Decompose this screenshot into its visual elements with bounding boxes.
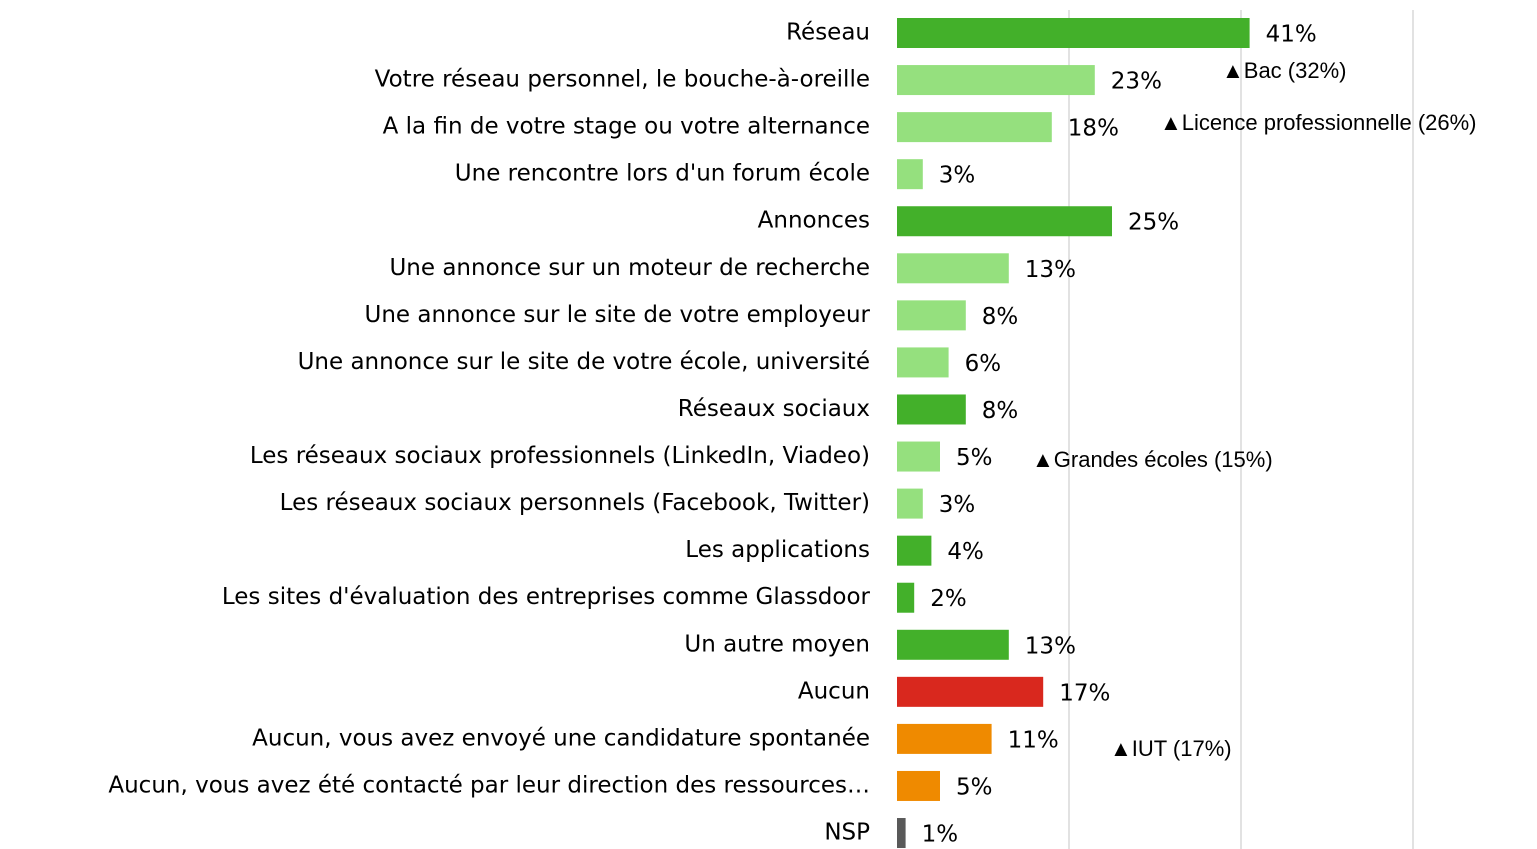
bar (897, 18, 1250, 48)
annotation: ▲Bac (32%) (1222, 58, 1346, 83)
value-label: 25% (1128, 210, 1179, 236)
value-label: 5% (956, 774, 993, 800)
value-label: 1% (922, 822, 959, 848)
bar (897, 394, 966, 425)
bar (897, 770, 940, 801)
bar (897, 253, 1009, 284)
category-label: Les réseaux sociaux personnels (Facebook… (280, 490, 870, 516)
value-label: 4% (947, 539, 984, 565)
bar (897, 112, 1052, 143)
value-label: 17% (1059, 680, 1110, 706)
bar (897, 676, 1044, 707)
category-label: Réseau (786, 20, 870, 46)
bar (897, 535, 932, 566)
value-label: 8% (982, 304, 1019, 330)
category-label: Réseaux sociaux (678, 396, 870, 422)
category-label: A la fin de votre stage ou votre alterna… (383, 114, 870, 140)
category-label: Aucun, vous avez été contacté par leur d… (108, 772, 870, 798)
category-label: Une rencontre lors d'un forum école (455, 161, 870, 187)
category-label: Votre réseau personnel, le bouche-à-orei… (375, 67, 870, 93)
value-label: 8% (982, 398, 1019, 424)
category-label: Aucun (798, 678, 870, 704)
value-label: 3% (939, 163, 976, 189)
category-label: Une annonce sur un moteur de recherche (389, 255, 870, 281)
bar (897, 347, 949, 378)
annotation: ▲Grandes écoles (15%) (1032, 447, 1273, 472)
bar (897, 206, 1112, 237)
value-label: 2% (930, 586, 967, 612)
category-label: NSP (824, 820, 870, 846)
bar (897, 441, 940, 472)
bar (897, 818, 906, 849)
bar (897, 65, 1095, 96)
value-label: 41% (1266, 22, 1317, 48)
value-label: 13% (1025, 257, 1076, 283)
category-label: Un autre moyen (684, 631, 870, 657)
annotation: ▲Licence professionnelle (26%) (1160, 110, 1477, 135)
value-label: 13% (1025, 633, 1076, 659)
bar (897, 582, 915, 613)
bar (897, 159, 923, 190)
bar (897, 488, 923, 519)
value-label: 23% (1111, 69, 1162, 95)
value-label: 18% (1068, 116, 1119, 142)
category-label: Les réseaux sociaux professionnels (Link… (250, 443, 870, 469)
bar (897, 723, 992, 754)
category-label: Aucun, vous avez envoyé une candidature … (252, 725, 870, 751)
bar (897, 629, 1009, 660)
category-label: Les sites d'évaluation des entreprises c… (222, 584, 871, 610)
value-label: 6% (965, 351, 1002, 377)
value-label: 5% (956, 445, 993, 471)
value-label: 11% (1008, 727, 1059, 753)
annotation: ▲IUT (17%) (1110, 736, 1232, 761)
category-label: Une annonce sur le site de votre école, … (298, 349, 870, 375)
bar (897, 300, 966, 331)
category-label: Une annonce sur le site de votre employe… (365, 302, 871, 328)
category-label: Les applications (685, 537, 870, 563)
value-label: 3% (939, 492, 976, 518)
category-label: Annonces (758, 208, 870, 234)
